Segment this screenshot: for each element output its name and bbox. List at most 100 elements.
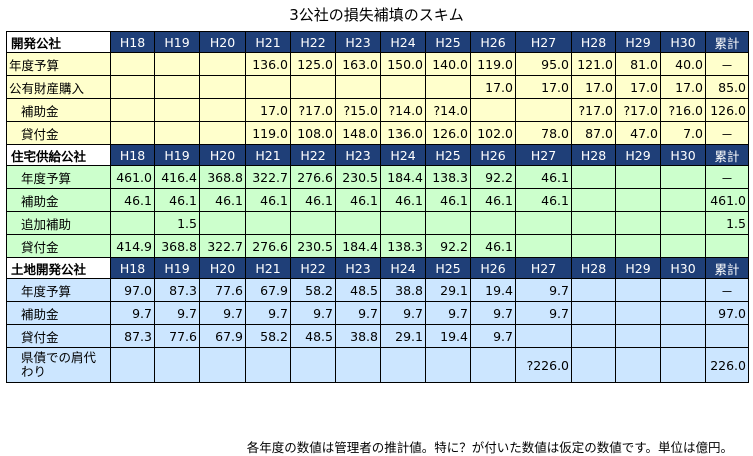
value-cell: 77.6	[154, 324, 200, 348]
value-cell: 81.0	[615, 52, 661, 76]
row-label: 補助金	[6, 98, 111, 122]
value-cell: 46.1	[110, 188, 155, 212]
row-label: 年度予算	[6, 165, 111, 189]
column-header: H20	[199, 257, 246, 279]
total-cell	[705, 324, 749, 348]
column-header: H29	[615, 31, 661, 53]
value-cell	[245, 75, 291, 99]
value-cell	[571, 165, 616, 189]
column-header: H18	[110, 31, 155, 53]
total-cell: 1.5	[705, 211, 749, 235]
value-cell: 46.1	[290, 188, 336, 212]
value-cell	[199, 121, 246, 145]
column-header: H19	[154, 31, 200, 53]
column-header: H24	[380, 257, 426, 279]
value-cell	[571, 234, 616, 258]
table-row: 公有財産購入 17.0 17.0 17.0 17.0 17.0 85.0	[6, 75, 749, 99]
table-row: 県債での肩代わり ?226.0 226.0	[6, 347, 749, 383]
value-cell: 46.1	[470, 234, 516, 258]
value-cell: 150.0	[380, 52, 426, 76]
table-row: 貸付金 87.3 77.6 67.9 58.2 48.5 38.8 29.1 19.4 9.7	[6, 324, 749, 348]
value-cell: 119.0	[470, 52, 516, 76]
value-cell: ?17.0	[290, 98, 336, 122]
value-cell: 9.7	[199, 301, 246, 325]
value-cell: 368.8	[154, 234, 200, 258]
value-cell: 46.1	[154, 188, 200, 212]
section-header-row: 土地開発公社 H18 H19 H20 H21 H22 H23 H24 H25 H26 H27 H28 H…	[6, 257, 749, 279]
column-header: H22	[290, 257, 336, 279]
value-cell: 276.6	[290, 165, 336, 189]
value-cell: 9.7	[470, 301, 516, 325]
section-title: 住宅供給公社	[6, 144, 111, 166]
column-header: H22	[290, 144, 336, 166]
value-cell: 38.8	[380, 278, 426, 302]
value-cell: 87.3	[110, 324, 155, 348]
value-cell: 9.7	[154, 301, 200, 325]
value-cell: 368.8	[199, 165, 246, 189]
value-cell: 46.1	[380, 188, 426, 212]
value-cell: 121.0	[571, 52, 616, 76]
value-cell	[154, 347, 200, 383]
value-cell: 230.5	[290, 234, 336, 258]
row-label: 補助金	[6, 301, 111, 325]
column-header: H18	[110, 257, 155, 279]
value-cell: 17.0	[245, 98, 291, 122]
column-header: H28	[571, 31, 616, 53]
value-cell: 414.9	[110, 234, 155, 258]
value-cell: 46.1	[515, 165, 572, 189]
value-cell: 92.2	[425, 234, 471, 258]
value-cell: 276.6	[245, 234, 291, 258]
column-header: H25	[425, 144, 471, 166]
value-cell	[290, 347, 336, 383]
table-row: 年度予算 461.0 416.4 368.8 322.7 276.6 230.5 184.4 1…	[6, 165, 749, 189]
value-cell: 46.1	[199, 188, 246, 212]
value-cell: 126.0	[425, 121, 471, 145]
value-cell: 322.7	[199, 234, 246, 258]
value-cell: 9.7	[425, 301, 471, 325]
loss-compensation-table: 開発公社 H18 H19 H20 H21 H22 H23 H24 H25 H26 H27 H28 H29…	[6, 31, 749, 383]
section-title: 土地開発公社	[6, 257, 111, 279]
value-cell: ?17.0	[615, 98, 661, 122]
column-header: H30	[660, 257, 706, 279]
value-cell: 92.2	[470, 165, 516, 189]
value-cell	[615, 278, 661, 302]
table-row: 補助金 9.7 9.7 9.7 9.7 9.7 9.7 9.7 9.7 9.7 9.7 97.0	[6, 301, 749, 325]
value-cell	[425, 211, 471, 235]
value-cell: 19.4	[470, 278, 516, 302]
value-cell	[615, 324, 661, 348]
total-cell: －	[705, 278, 749, 302]
value-cell: 9.7	[290, 301, 336, 325]
value-cell	[470, 211, 516, 235]
table-row: 貸付金 119.0 108.0 148.0 136.0 126.0 102.0 78.0 87.…	[6, 121, 749, 145]
value-cell: 67.9	[199, 324, 246, 348]
column-header: H27	[515, 144, 572, 166]
value-cell	[615, 211, 661, 235]
section-header-row: 住宅供給公社 H18 H19 H20 H21 H22 H23 H24 H25 H26 H27 H28 H…	[6, 144, 749, 166]
column-header: H19	[154, 144, 200, 166]
total-cell: 126.0	[705, 98, 749, 122]
table-row: 補助金 17.0 ?17.0 ?15.0 ?14.0 ?14.0 ?17.0 ?17.0 ?16…	[6, 98, 749, 122]
row-label: 公有財産購入	[6, 75, 111, 99]
total-cell: 226.0	[705, 347, 749, 383]
value-cell: 40.0	[660, 52, 706, 76]
value-cell	[571, 188, 616, 212]
value-cell	[110, 347, 155, 383]
total-cell: －	[705, 165, 749, 189]
row-label: 追加補助	[6, 211, 111, 235]
table-row: 貸付金 414.9 368.8 322.7 276.6 230.5 184.4 138.3 92…	[6, 234, 749, 258]
value-cell: 9.7	[110, 301, 155, 325]
value-cell: 17.0	[470, 75, 516, 99]
value-cell	[110, 121, 155, 145]
page-title: 3公社の損失補填のスキム	[289, 6, 464, 24]
value-cell	[380, 211, 426, 235]
value-cell	[571, 301, 616, 325]
column-header: 累計	[705, 31, 749, 53]
value-cell: 19.4	[425, 324, 471, 348]
value-cell: 48.5	[290, 324, 336, 348]
value-cell: 9.7	[515, 301, 572, 325]
value-cell: 58.2	[245, 324, 291, 348]
column-header: H20	[199, 144, 246, 166]
column-header: H23	[335, 144, 381, 166]
value-cell: 47.0	[615, 121, 661, 145]
value-cell	[660, 347, 706, 383]
